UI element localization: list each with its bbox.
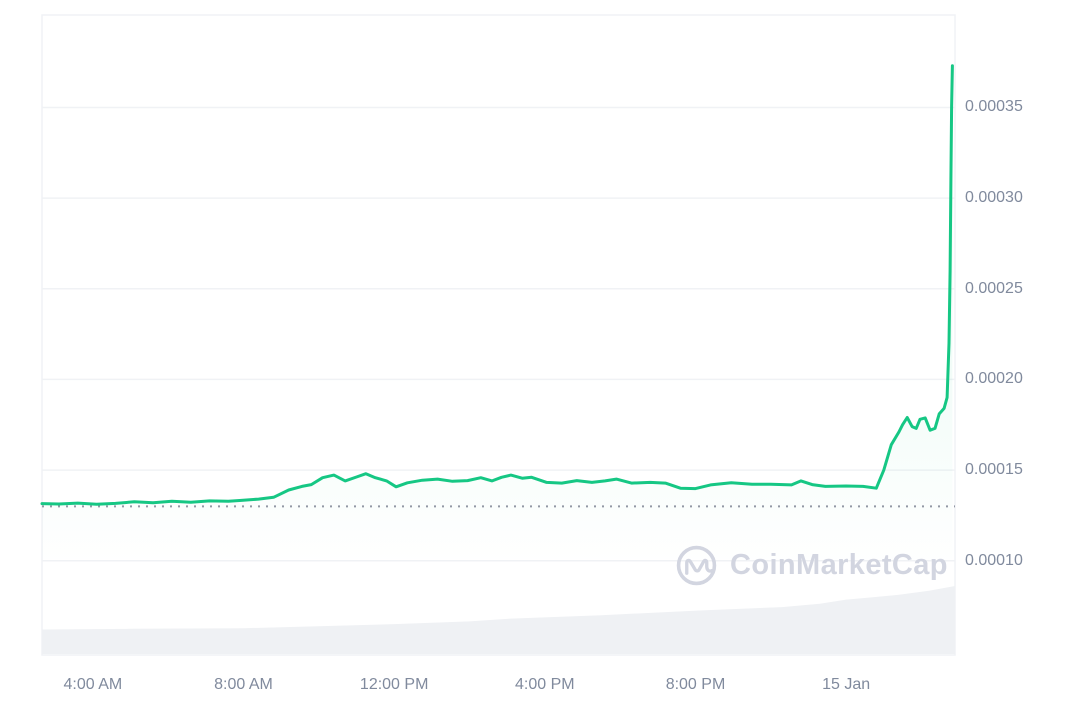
- x-tick-label: 8:00 PM: [665, 676, 726, 693]
- x-tick-label: 4:00 AM: [63, 676, 123, 693]
- x-tick-label: 15 Jan: [822, 676, 871, 693]
- x-tick-label: 8:00 AM: [214, 676, 273, 693]
- x-tick-label: 4:00 PM: [515, 676, 575, 693]
- y-tick-label: 0.00015: [965, 461, 1023, 479]
- y-tick-label: 0.00025: [965, 279, 1023, 297]
- y-tick-label: 0.00020: [965, 370, 1023, 388]
- y-tick-label: 0.00010: [965, 551, 1023, 569]
- y-tick-label: 0.00030: [965, 189, 1023, 207]
- x-tick-label: 12:00 PM: [359, 676, 429, 693]
- y-tick-label: 0.00035: [965, 98, 1023, 116]
